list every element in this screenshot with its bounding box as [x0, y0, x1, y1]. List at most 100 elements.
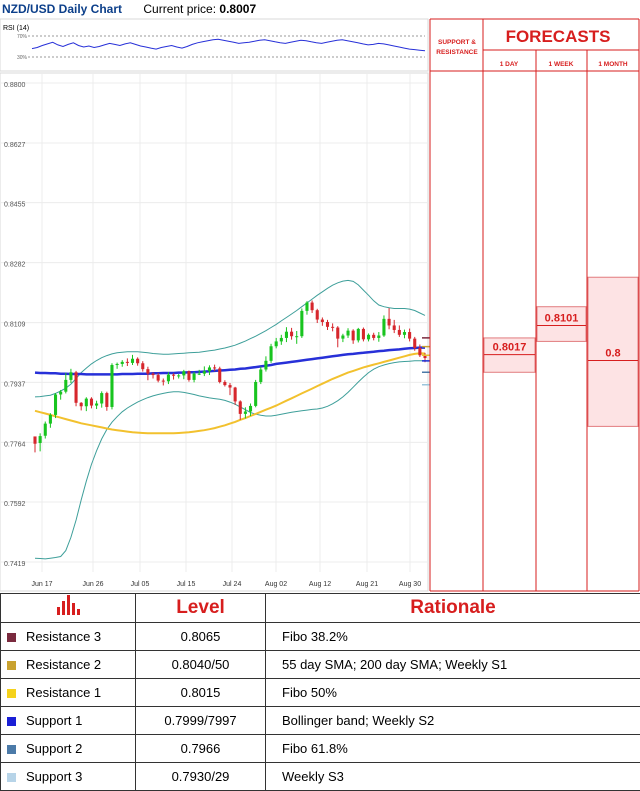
- level-name: Resistance 1: [26, 685, 101, 700]
- candle: [193, 374, 196, 380]
- level-rationale: Weekly S3: [266, 763, 640, 791]
- rsi-70-label: 70%: [17, 34, 28, 40]
- candle: [136, 359, 139, 364]
- level-rationale: Fibo 61.8%: [266, 735, 640, 763]
- candle: [234, 388, 237, 402]
- rsi-frame: [0, 19, 428, 71]
- level-name: Support 2: [26, 741, 82, 756]
- candle: [64, 380, 67, 392]
- candle: [398, 330, 401, 335]
- candle: [388, 319, 391, 326]
- level-rationale: Fibo 38.2%: [266, 623, 640, 651]
- rsi-panel: RSI (14) 70% 30%: [0, 19, 428, 71]
- level-name: Support 3: [26, 769, 82, 784]
- level-name-cell: Support 2: [1, 735, 136, 763]
- y-tick-label: 0.7764: [4, 441, 26, 448]
- level-color-swatch: [7, 717, 16, 726]
- candle: [157, 375, 160, 381]
- candle: [341, 336, 344, 339]
- candle: [300, 311, 303, 336]
- y-tick-label: 0.7592: [4, 501, 26, 508]
- candle: [116, 364, 119, 365]
- candle: [249, 406, 252, 412]
- y-tick-label: 0.7419: [4, 561, 26, 568]
- level-value: 0.7999/7997: [136, 707, 266, 735]
- candle: [33, 436, 36, 443]
- levels-header-row: Level Rationale: [1, 594, 640, 623]
- candle: [270, 346, 273, 361]
- y-tick-label: 0.8455: [4, 202, 26, 209]
- level-name-cell: Support 1: [1, 707, 136, 735]
- y-tick-label: 0.8282: [4, 262, 26, 269]
- forecast-value: 0.8017: [493, 342, 527, 354]
- candle: [95, 403, 98, 405]
- candle: [177, 375, 180, 376]
- candle: [172, 375, 175, 376]
- forecasts-title: FORECASTS: [506, 27, 611, 46]
- candle: [146, 369, 149, 374]
- candle: [218, 368, 221, 382]
- candle: [311, 303, 314, 311]
- candle: [321, 320, 324, 322]
- candle: [126, 362, 129, 363]
- x-tick-label: Aug 21: [356, 581, 378, 588]
- rsi-label: RSI (14): [3, 25, 29, 32]
- x-tick-label: Jun 26: [82, 581, 103, 588]
- level-color-swatch: [7, 745, 16, 754]
- forecast-value: 0.8101: [545, 312, 579, 324]
- candle: [80, 403, 83, 406]
- level-name-cell: Support 3: [1, 763, 136, 791]
- candle: [59, 392, 62, 395]
- candle: [254, 382, 257, 406]
- candle: [393, 325, 396, 330]
- level-name: Resistance 2: [26, 657, 101, 672]
- candle: [259, 369, 262, 381]
- candle: [85, 399, 88, 407]
- x-tick-label: Jul 05: [131, 581, 150, 588]
- candle: [418, 348, 421, 355]
- support-resistance-label-2: RESISTANCE: [436, 49, 478, 56]
- candle: [75, 372, 78, 403]
- candle: [54, 394, 57, 414]
- candle: [316, 310, 319, 319]
- level-color-swatch: [7, 689, 16, 698]
- level-value: 0.8015: [136, 679, 266, 707]
- candle: [141, 363, 144, 369]
- candle: [187, 371, 190, 380]
- candle: [162, 381, 165, 382]
- y-tick-label: 0.8800: [4, 82, 26, 89]
- candle: [264, 361, 267, 370]
- candle: [182, 371, 185, 375]
- candle: [110, 365, 113, 407]
- level-value: 0.7930/29: [136, 763, 266, 791]
- level-color-swatch: [7, 633, 16, 642]
- forecast-col-1day: 1 DAY: [500, 61, 519, 68]
- forecast-col-1week: 1 WEEK: [549, 61, 574, 68]
- candle: [357, 329, 360, 340]
- x-tick-label: Jun 17: [31, 581, 52, 588]
- candle: [198, 374, 201, 375]
- x-tick-label: Jul 15: [177, 581, 196, 588]
- y-tick-label: 0.7937: [4, 381, 26, 388]
- candle: [367, 335, 370, 340]
- candle: [244, 411, 247, 413]
- level-name: Resistance 3: [26, 629, 101, 644]
- bar-chart-icon: [1, 594, 136, 623]
- rsi-30-label: 30%: [17, 55, 28, 61]
- candle: [203, 371, 206, 373]
- forecast-panel: SUPPORT & RESISTANCE FORECASTS 1 DAY 1 W…: [430, 19, 640, 591]
- candle: [213, 367, 216, 368]
- level-name-cell: Resistance 1: [1, 679, 136, 707]
- level-rationale: Bollinger band; Weekly S2: [266, 707, 640, 735]
- candle: [167, 375, 170, 382]
- level-color-swatch: [7, 661, 16, 670]
- x-tick-label: Aug 30: [399, 581, 421, 588]
- candle: [382, 319, 385, 336]
- forecast-value: 0.8: [605, 347, 620, 359]
- level-rationale: Fibo 50%: [266, 679, 640, 707]
- candle: [223, 382, 226, 385]
